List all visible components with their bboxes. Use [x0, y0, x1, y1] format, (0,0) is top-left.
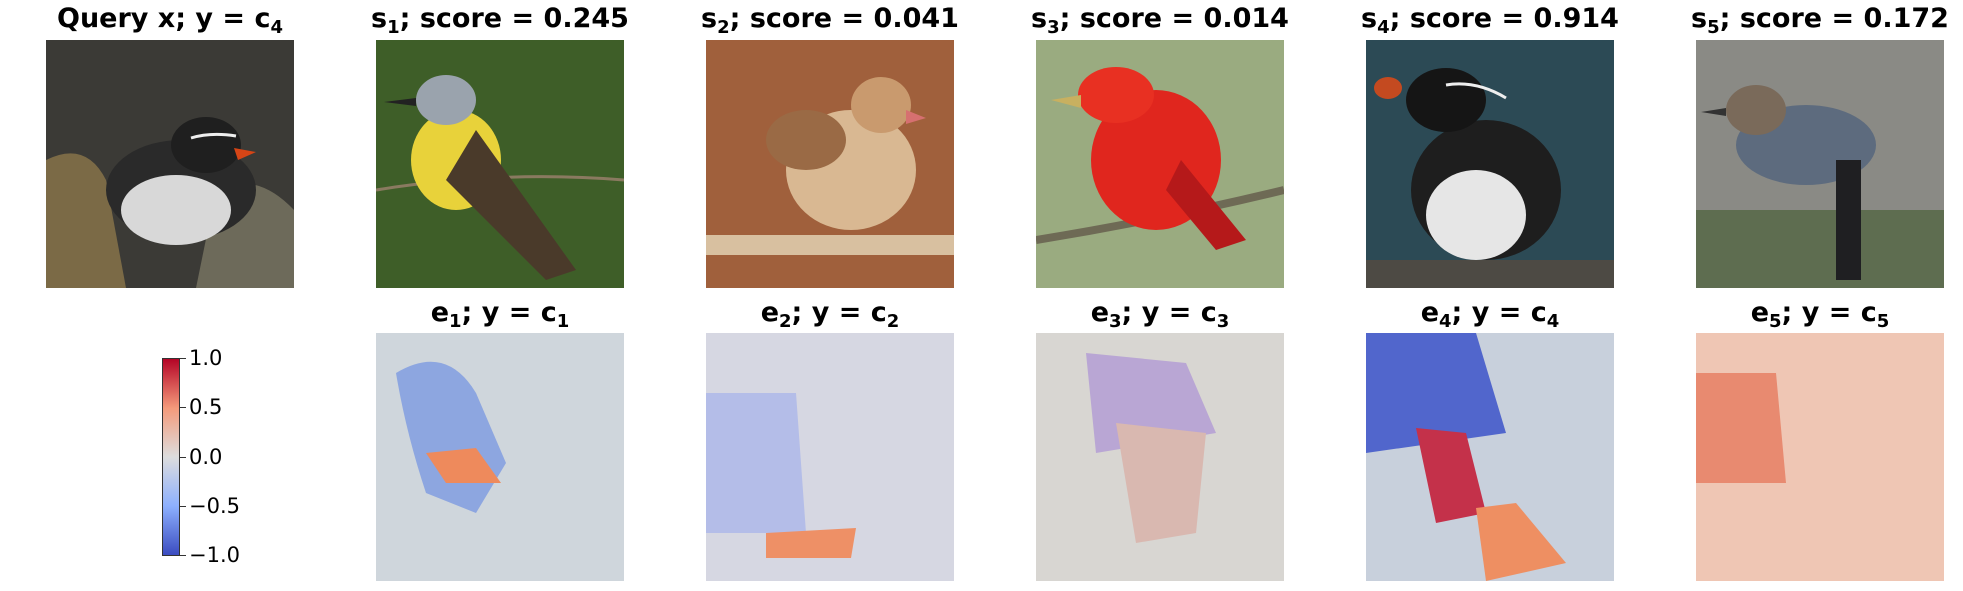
sample-title-4: s4; score = 0.914 [1361, 3, 1619, 39]
sample-bird-image-2 [706, 40, 954, 288]
explanation-heatmap-2 [706, 333, 954, 581]
explanation-cell-1: e1; y = c1 [376, 0, 624, 591]
colorbar-label: 0.0 [189, 445, 223, 469]
sample-cell-4: s4; score = 0.914 [1361, 0, 1619, 300]
explanation-cell-4: e4; y = c4 [1366, 0, 1614, 591]
sample-bird-image-5 [1696, 40, 1944, 288]
sample-cell-5: s5; score = 0.172 [1691, 0, 1949, 300]
explanation-cell-3: e3; y = c3 [1036, 0, 1284, 591]
explanation-title-4: e4; y = c4 [1420, 297, 1560, 333]
query-title: Query x; y = c4 [57, 3, 283, 39]
sample-title-1: s1; score = 0.245 [371, 3, 629, 39]
colorbar-tick [180, 407, 186, 408]
query-bird-image [46, 40, 294, 288]
sample-title-3: s3; score = 0.014 [1031, 3, 1289, 39]
colorbar-label: 0.5 [189, 395, 223, 419]
explanation-heatmap-4 [1366, 333, 1614, 581]
colorbar-label: −1.0 [189, 543, 240, 567]
sample-bird-image-1 [376, 40, 624, 288]
explanation-cell-2: e2; y = c2 [706, 0, 954, 591]
colorbar-tick [180, 358, 186, 359]
sample-bird-image-4 [1366, 40, 1614, 288]
sample-bird-image-3 [1036, 40, 1284, 288]
colorbar-label: 1.0 [189, 346, 223, 370]
sample-cell-1: s1; score = 0.245 [371, 0, 629, 300]
colorbar-label: −0.5 [189, 494, 240, 518]
colorbar-tick [180, 555, 186, 556]
explanation-title-5: e5; y = c5 [1750, 297, 1890, 333]
sample-title-2: s2; score = 0.041 [701, 3, 959, 39]
explanation-title-3: e3; y = c3 [1090, 297, 1230, 333]
colorbar-tick [180, 506, 186, 507]
explanation-title-2: e2; y = c2 [760, 297, 900, 333]
explanation-cell-5: e5; y = c5 [1696, 0, 1944, 591]
explanation-heatmap-3 [1036, 333, 1284, 581]
sample-cell-3: s3; score = 0.014 [1031, 0, 1289, 300]
query-cell: Query x; y = c4 [46, 0, 294, 300]
colorbar-tick [180, 457, 186, 458]
explanation-heatmap-5 [1696, 333, 1944, 581]
explanation-title-1: e1; y = c1 [430, 297, 570, 333]
explanation-heatmap-1 [376, 333, 624, 581]
colorbar [162, 358, 180, 556]
sample-title-5: s5; score = 0.172 [1691, 3, 1949, 39]
sample-cell-2: s2; score = 0.041 [701, 0, 959, 300]
